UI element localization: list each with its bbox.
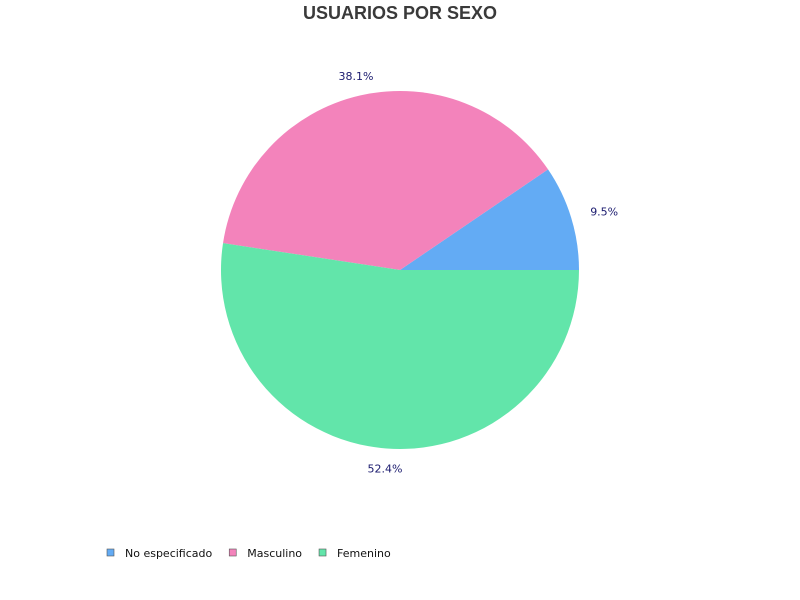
legend-item-masculino: Masculino [228,547,302,560]
pie-slice-masculino [223,90,549,270]
legend-item-no-especificado: No especificado [106,547,213,560]
slice-label-femenino: 52.4% [368,462,403,475]
legend-label-masculino: Masculino [247,547,302,560]
slice-labels: 9.5% 38.1% 52.4% [339,70,619,475]
slice-label-masculino: 38.1% [339,70,374,83]
legend-swatch-masculino [228,548,237,557]
pie-slice-no-especificado [400,169,579,270]
legend-item-femenino: Femenino [318,547,391,560]
legend: No especificado Masculino Femenino [106,547,391,560]
legend-label-femenino: Femenino [337,547,391,560]
chart-title: USUARIOS POR SEXO [303,3,497,23]
slice-label-no-especificado: 9.5% [590,205,618,218]
pie-slices [221,90,579,449]
legend-swatch-femenino [318,548,327,557]
legend-label-no-especificado: No especificado [125,547,213,560]
legend-swatch-no-especificado [106,548,115,557]
pie-slice-femenino [221,243,579,449]
